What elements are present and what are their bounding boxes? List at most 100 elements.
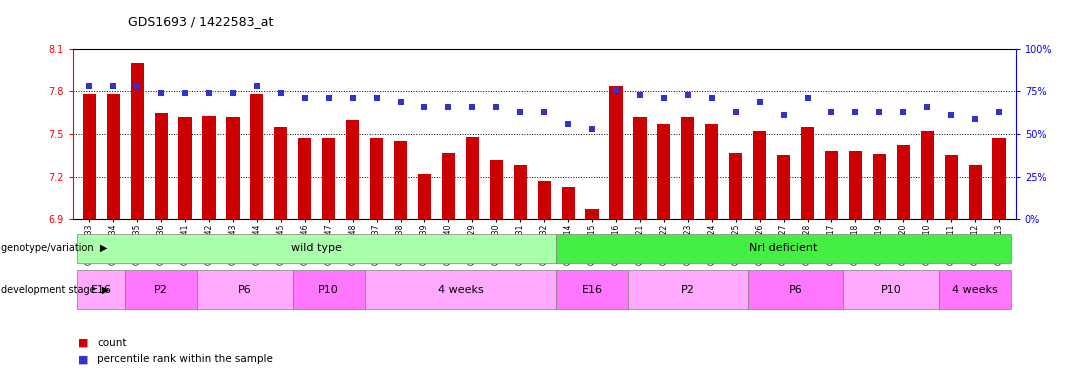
Text: P6: P6: [238, 285, 252, 295]
Point: [488, 104, 505, 110]
Point: [607, 87, 624, 93]
Point: [176, 90, 193, 96]
Bar: [226, 117, 239, 219]
Bar: [873, 154, 886, 219]
Point: [799, 95, 816, 101]
Point: [775, 112, 792, 118]
Bar: [298, 138, 312, 219]
Bar: [418, 174, 431, 219]
Point: [512, 109, 529, 115]
Bar: [178, 117, 192, 219]
FancyBboxPatch shape: [197, 270, 292, 309]
Bar: [130, 63, 144, 219]
Bar: [561, 187, 575, 219]
Point: [967, 116, 984, 122]
Point: [703, 95, 720, 101]
Point: [942, 112, 959, 118]
Point: [105, 83, 122, 89]
Bar: [274, 127, 287, 219]
Bar: [657, 124, 670, 219]
Point: [727, 109, 744, 115]
Bar: [825, 151, 838, 219]
Text: percentile rank within the sample: percentile rank within the sample: [97, 354, 273, 364]
Bar: [251, 94, 264, 219]
Point: [655, 95, 672, 101]
Point: [632, 92, 649, 98]
Bar: [849, 151, 862, 219]
Text: 4 weeks: 4 weeks: [952, 285, 998, 295]
Text: ■: ■: [78, 338, 89, 348]
Bar: [370, 138, 383, 219]
Point: [847, 109, 864, 115]
Point: [297, 95, 314, 101]
Bar: [921, 131, 934, 219]
Bar: [681, 117, 695, 219]
Bar: [609, 86, 622, 219]
Point: [559, 121, 576, 127]
Text: genotype/variation  ▶: genotype/variation ▶: [1, 243, 108, 254]
Point: [990, 109, 1007, 115]
Point: [823, 109, 840, 115]
Bar: [586, 209, 599, 219]
Bar: [634, 117, 647, 219]
Bar: [705, 124, 718, 219]
FancyBboxPatch shape: [77, 234, 556, 263]
Point: [368, 95, 385, 101]
Point: [272, 90, 289, 96]
Bar: [322, 138, 335, 219]
Text: P10: P10: [881, 285, 902, 295]
Bar: [729, 153, 743, 219]
FancyBboxPatch shape: [125, 270, 197, 309]
Point: [153, 90, 170, 96]
Point: [345, 95, 362, 101]
Text: 4 weeks: 4 weeks: [437, 285, 483, 295]
FancyBboxPatch shape: [292, 270, 365, 309]
Point: [751, 99, 768, 105]
Bar: [944, 155, 958, 219]
FancyBboxPatch shape: [628, 270, 748, 309]
Point: [919, 104, 936, 110]
Point: [440, 104, 457, 110]
Text: count: count: [97, 338, 127, 348]
Text: wild type: wild type: [291, 243, 343, 254]
FancyBboxPatch shape: [556, 234, 1012, 263]
Point: [464, 104, 481, 110]
FancyBboxPatch shape: [748, 270, 843, 309]
Text: P10: P10: [318, 285, 339, 295]
Text: ■: ■: [78, 354, 89, 364]
Bar: [777, 155, 791, 219]
Text: development stage  ▶: development stage ▶: [1, 285, 110, 295]
Bar: [346, 120, 360, 219]
FancyBboxPatch shape: [843, 270, 939, 309]
FancyBboxPatch shape: [556, 270, 628, 309]
Text: P2: P2: [681, 285, 695, 295]
Bar: [203, 116, 216, 219]
Text: P6: P6: [789, 285, 802, 295]
Point: [871, 109, 888, 115]
Text: P2: P2: [155, 285, 169, 295]
Point: [536, 109, 553, 115]
Point: [584, 126, 601, 132]
Bar: [801, 127, 814, 219]
FancyBboxPatch shape: [365, 270, 556, 309]
Text: GDS1693 / 1422583_at: GDS1693 / 1422583_at: [128, 15, 273, 28]
Point: [224, 90, 241, 96]
Bar: [466, 137, 479, 219]
Bar: [490, 160, 503, 219]
Text: Nrl deficient: Nrl deficient: [749, 243, 817, 254]
Bar: [83, 94, 96, 219]
Point: [201, 90, 218, 96]
Bar: [155, 113, 168, 219]
Point: [320, 95, 337, 101]
Bar: [896, 146, 910, 219]
Bar: [992, 138, 1005, 219]
Point: [680, 92, 697, 98]
FancyBboxPatch shape: [77, 270, 125, 309]
Point: [416, 104, 433, 110]
Point: [129, 83, 146, 89]
Bar: [753, 131, 766, 219]
FancyBboxPatch shape: [939, 270, 1012, 309]
Point: [249, 83, 266, 89]
Bar: [442, 153, 455, 219]
Point: [895, 109, 912, 115]
